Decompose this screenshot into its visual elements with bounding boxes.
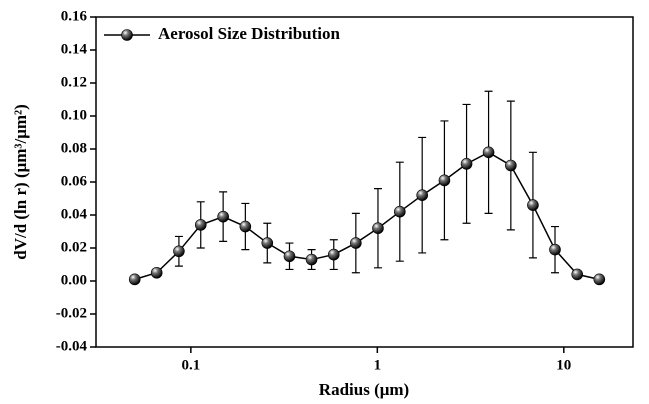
x-tick-label: 0.1 [181,357,200,373]
y-tick-label: 0.00 [61,272,87,288]
marker [239,220,252,233]
marker [194,219,207,231]
marker [128,273,141,286]
marker [150,266,163,279]
y-tick-label: -0.04 [56,338,88,354]
y-tick-label: -0.02 [56,305,87,321]
marker [505,159,517,172]
y-tick-label: 0.04 [61,206,88,222]
y-tick-label: 0.14 [61,41,88,57]
y-tick-label: 0.02 [61,239,87,255]
marker [305,253,318,266]
legend-label: Aerosol Size Distribution [158,24,341,43]
marker [549,243,561,256]
x-tick-label: 10 [556,357,571,373]
plot-frame [95,16,634,348]
legend-marker [121,29,133,41]
marker [372,222,384,234]
x-tick-label: 1 [374,357,382,373]
y-tick-label: 0.10 [61,107,87,123]
series-line [134,151,600,281]
marker [327,248,340,261]
marker [217,210,229,223]
marker [173,245,185,258]
y-tick-label: 0.12 [61,74,87,90]
x-axis-label: Radius (μm) [319,380,409,399]
marker [283,250,296,263]
y-tick-label: 0.08 [61,140,87,156]
y-tick-label: 0.16 [61,8,88,24]
marker [261,237,274,249]
marker [394,205,406,218]
marker [527,199,539,211]
y-tick-label: 0.06 [61,173,88,189]
marker [593,273,606,286]
marker [416,189,428,201]
y-axis-label: dV/d (ln r) (μm³/μm²) [11,104,30,260]
marker [438,174,451,187]
marker [460,158,473,170]
marker [482,146,495,159]
marker [571,268,584,281]
marker [350,237,362,249]
